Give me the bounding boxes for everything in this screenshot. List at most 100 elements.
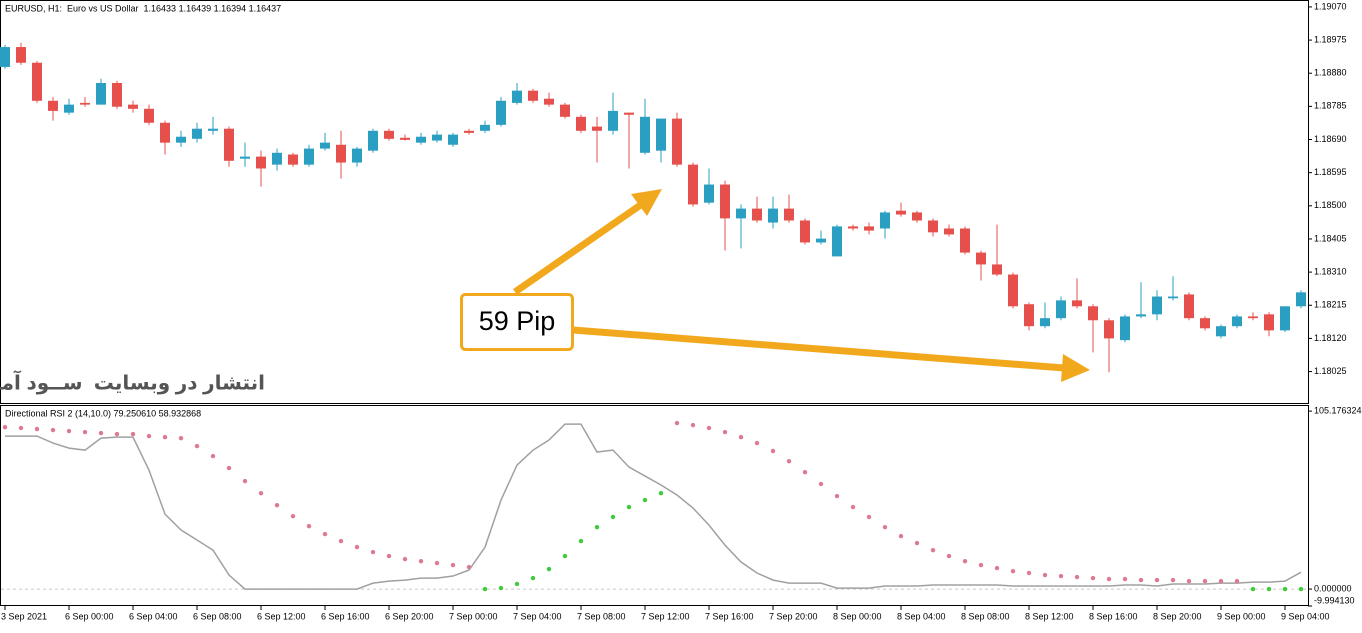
y-tick-label: 105.176324 (1314, 405, 1362, 415)
x-tick-label: 3 Sep 2021 (1, 611, 47, 621)
candle-body (1008, 274, 1018, 307)
candle-body (0, 47, 10, 67)
x-tick-label: 7 Sep 08:00 (577, 611, 626, 621)
candle-body (1120, 316, 1130, 341)
indicator-dot (738, 434, 744, 440)
candle-body (80, 102, 90, 105)
indicator-dot (1298, 586, 1304, 592)
candle-body (816, 238, 826, 243)
candle-body (176, 136, 186, 143)
x-tick-label: 6 Sep 08:00 (193, 611, 242, 621)
watermark: انتشار در وبسایت ســود آمــوز (0, 369, 265, 394)
candle-body (96, 82, 106, 105)
candle-body (1040, 318, 1050, 327)
indicator-dot (402, 556, 408, 562)
candle-body (256, 156, 266, 169)
y-tick-label: 1.18310 (1314, 266, 1347, 276)
indicator-dot (1170, 577, 1176, 583)
indicator-dot (210, 453, 216, 459)
indicator-dot (1010, 568, 1016, 574)
indicator-dot (1026, 570, 1032, 576)
y-tick-label: 1.18975 (1314, 34, 1347, 44)
indicator-dot (82, 429, 88, 435)
indicator-dot (1202, 578, 1208, 584)
indicator-dot (306, 523, 312, 529)
indicator-dot (1266, 586, 1272, 592)
candle-body (208, 128, 218, 131)
indicator-dot (242, 478, 248, 484)
candle-body (864, 226, 874, 231)
candle-body (1072, 300, 1082, 307)
indicator-dot (674, 420, 680, 426)
indicator-dot (1186, 578, 1192, 584)
indicator-dot (882, 524, 888, 530)
indicator-dot (1282, 586, 1288, 592)
candle-body (608, 110, 618, 131)
candle-body (672, 118, 682, 165)
candle-body (464, 130, 474, 133)
candle-body (912, 212, 922, 221)
x-tick-label: 8 Sep 16:00 (1089, 611, 1138, 621)
indicator-dot (1042, 572, 1048, 578)
candle-body (544, 98, 554, 105)
candle-body (800, 220, 810, 243)
indicator-dot (146, 433, 152, 439)
indicator-dot (786, 458, 792, 464)
x-tick-label: 8 Sep 00:00 (833, 611, 882, 621)
candle-body (880, 212, 890, 229)
candle-body (1200, 318, 1210, 329)
candle-body (448, 134, 458, 145)
indicator-dot (226, 465, 232, 471)
y-tick-label: 1.18215 (1314, 300, 1347, 310)
candle-body (320, 142, 330, 149)
candle-body (784, 208, 794, 221)
callout-box (460, 293, 574, 351)
y-tick-label: -9.994130 (1314, 595, 1355, 605)
panel-title: Directional RSI 2 (14,10.0) 79.250610 58… (5, 408, 201, 418)
candle-body (112, 82, 122, 107)
indicator-dot (466, 564, 472, 570)
indicator-dot (290, 513, 296, 519)
x-tick-label: 9 Sep 04:00 (1281, 611, 1330, 621)
candle-body (832, 226, 842, 257)
candle-body (1136, 314, 1146, 317)
candle-body (192, 128, 202, 139)
candle-body (240, 156, 250, 159)
candle-body (960, 228, 970, 253)
candle-body (128, 104, 138, 109)
candle-body (304, 148, 314, 165)
indicator-dot (354, 544, 360, 550)
candle-body (976, 252, 986, 265)
x-tick-label: 7 Sep 16:00 (705, 611, 754, 621)
indicator-dot (322, 531, 328, 537)
x-tick-label: 8 Sep 20:00 (1153, 611, 1202, 621)
indicator-dot (434, 560, 440, 566)
x-tick-label: 9 Sep 00:00 (1217, 611, 1266, 621)
panel-title: EURUSD, H1: Euro vs US Dollar 1.16433 1.… (5, 3, 281, 13)
candle-body (16, 47, 26, 63)
candle-body (496, 100, 506, 125)
y-tick-label: 1.18500 (1314, 200, 1347, 210)
indicator-dot (514, 581, 520, 587)
candle-body (704, 184, 714, 203)
indicator-dot (1138, 577, 1144, 583)
indicator-dot (194, 443, 200, 449)
indicator-dot (818, 481, 824, 487)
indicator-dot (1154, 577, 1160, 583)
x-tick-label: 6 Sep 16:00 (321, 611, 370, 621)
candle-body (592, 126, 602, 131)
candle-body (160, 122, 170, 143)
indicator-dot (482, 586, 488, 592)
arrow-head (1061, 354, 1090, 382)
indicator-dot (546, 566, 552, 572)
x-tick-label: 7 Sep 00:00 (449, 611, 498, 621)
indicator-dot (578, 538, 584, 544)
candle-body (480, 124, 490, 131)
candle-body (288, 154, 298, 165)
y-tick-label: 1.19070 (1314, 1, 1347, 11)
callout-text: 59 Pip (479, 306, 556, 336)
candle-body (1280, 306, 1290, 331)
